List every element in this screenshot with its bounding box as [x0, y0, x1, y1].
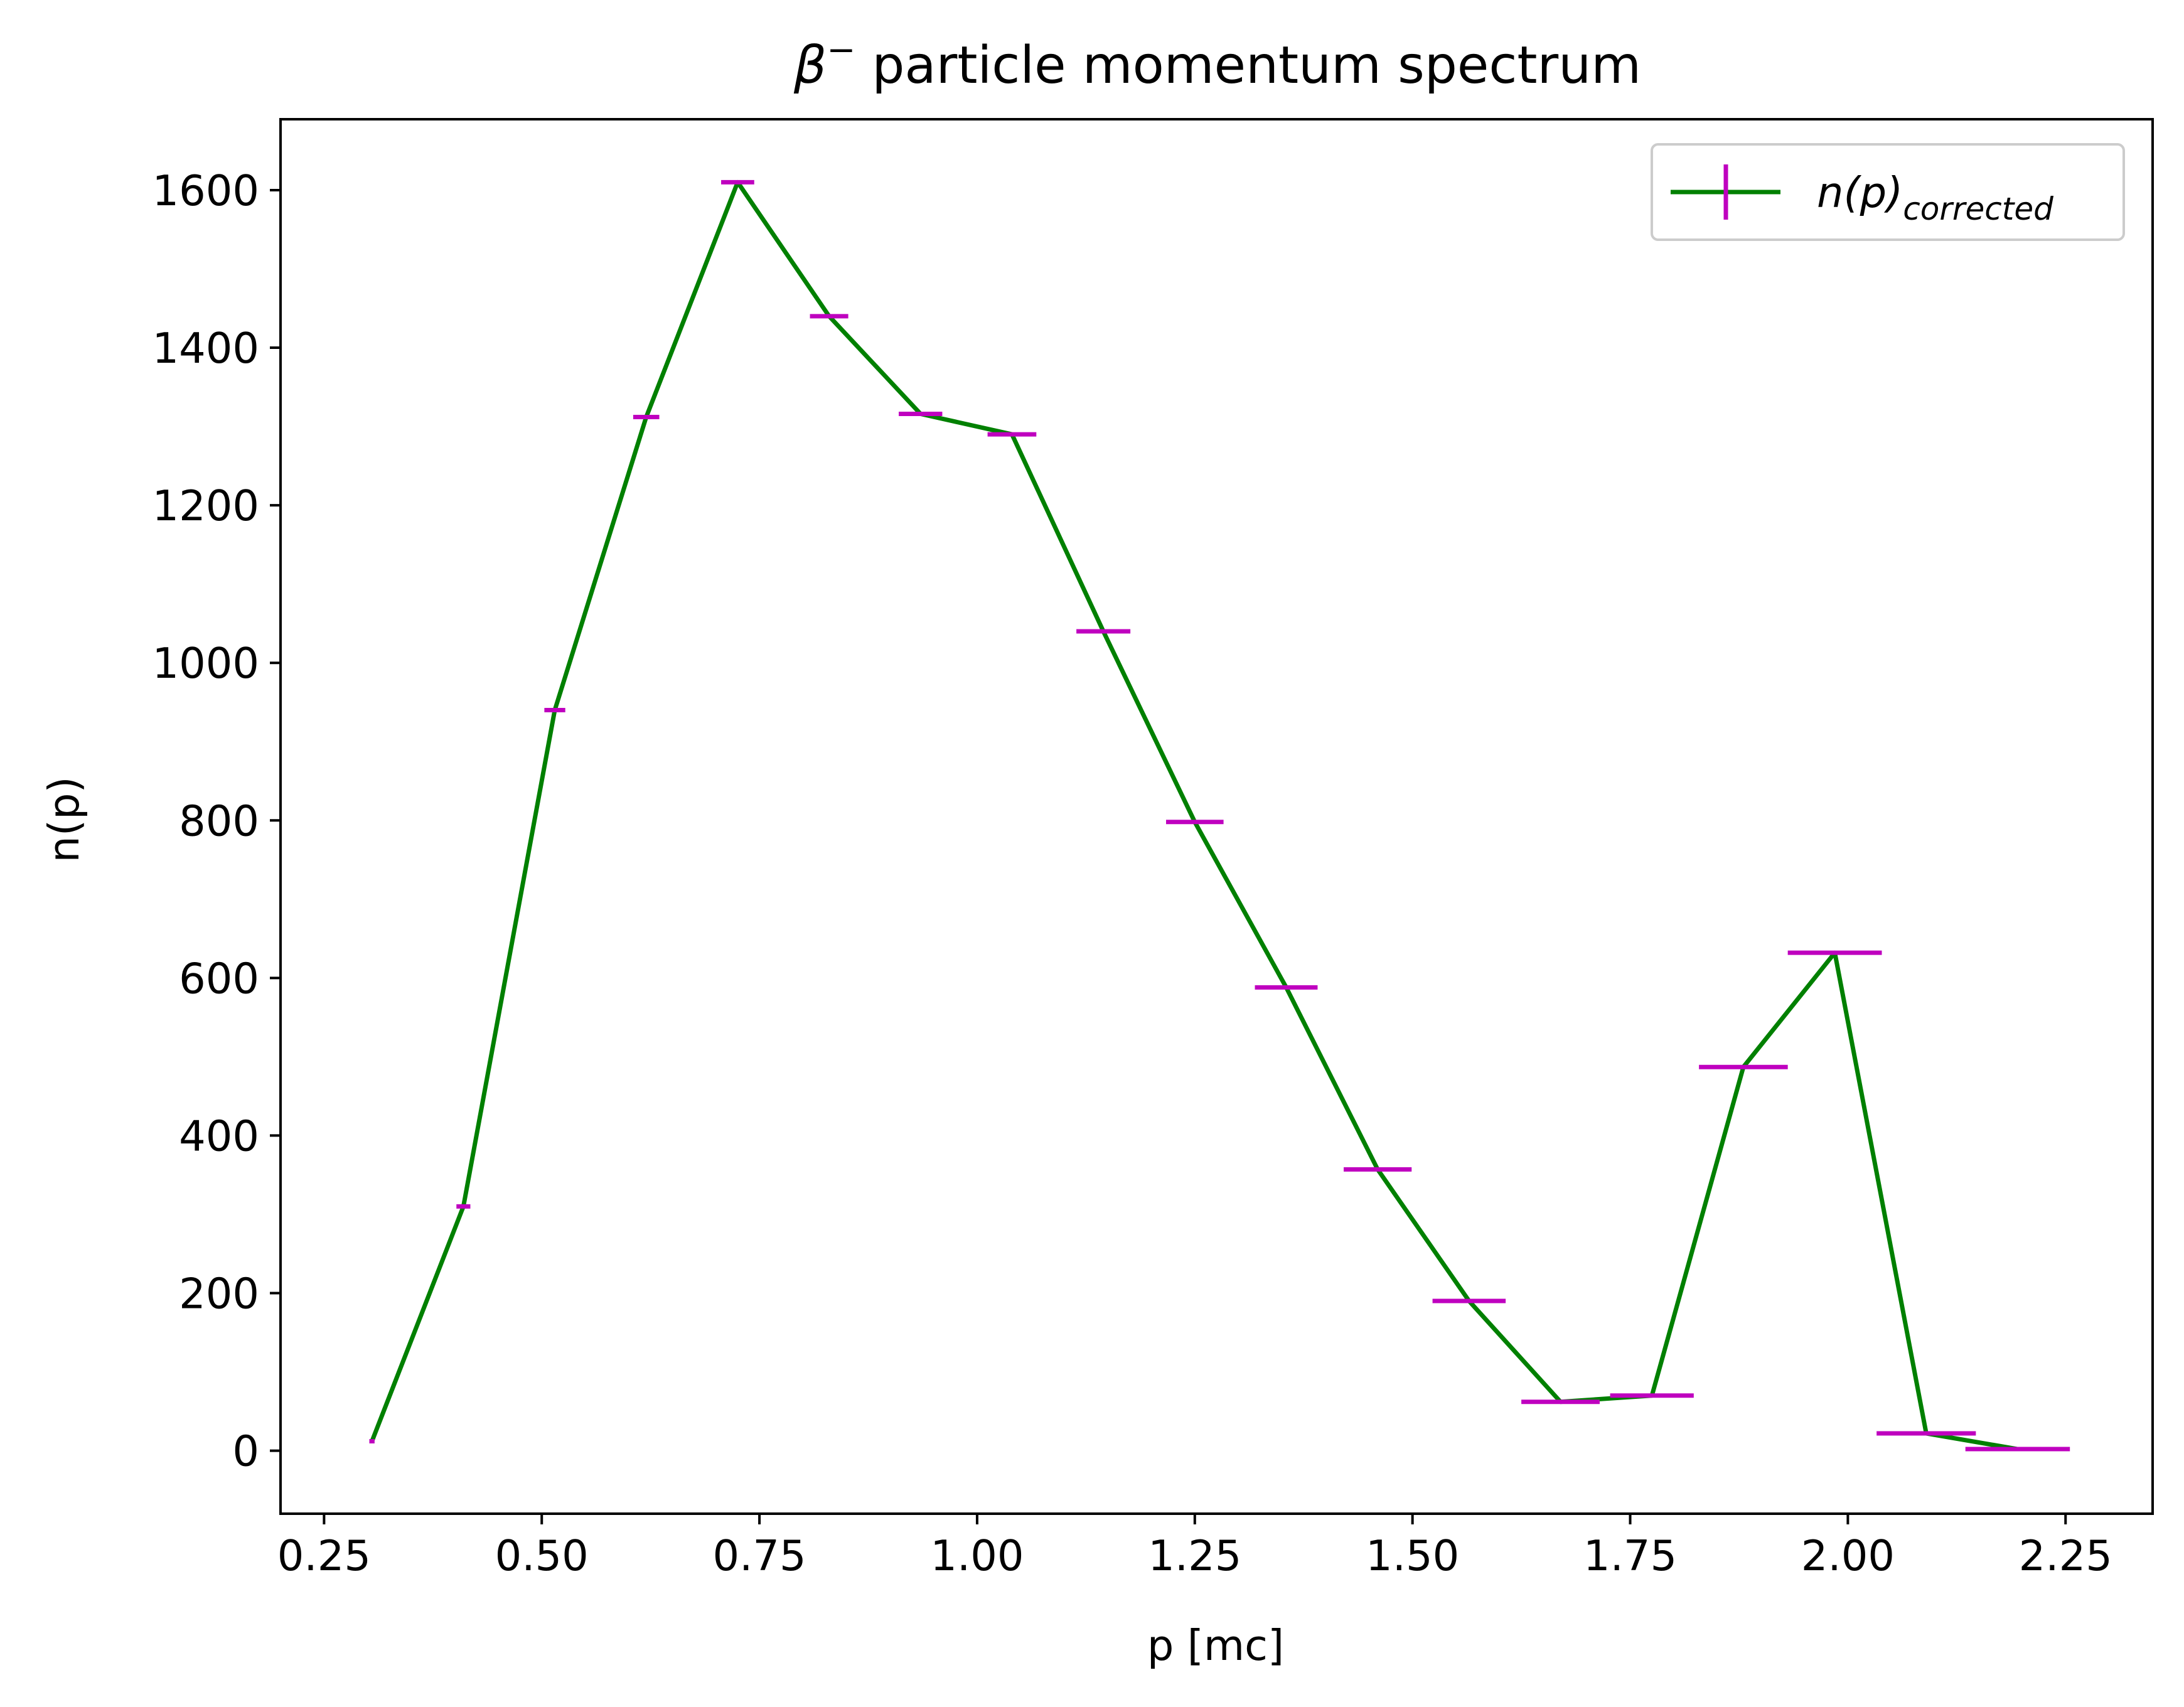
title-rest: particle momentum spectrum	[855, 36, 1641, 95]
x-tick-label: 0.75	[712, 1531, 806, 1580]
x-tick-label: 1.25	[1148, 1531, 1241, 1580]
plot-area	[369, 179, 2070, 1452]
legend-label: n(p)corrected	[1817, 168, 2053, 227]
x-tick-label: 0.50	[495, 1531, 589, 1580]
data-point	[1560, 1401, 1561, 1403]
y-tick-label: 800	[179, 796, 259, 845]
data-point	[372, 1441, 373, 1442]
x-tick-label: 2.25	[2019, 1531, 2112, 1580]
data-point	[737, 181, 738, 183]
data-point	[1925, 1433, 1927, 1434]
x-tick-label: 1.75	[1583, 1531, 1677, 1580]
data-point	[1469, 1300, 1470, 1302]
data-point	[1651, 1395, 1652, 1396]
series-line	[370, 179, 2018, 1452]
data-point	[1743, 1066, 1744, 1068]
x-tick-label: 1.50	[1366, 1531, 1459, 1580]
y-tick-label: 0	[232, 1427, 259, 1476]
legend-box	[1651, 143, 2125, 241]
y-tick-label: 600	[179, 954, 259, 1003]
y-tick-label: 1200	[152, 481, 259, 530]
data-point	[1377, 1169, 1378, 1170]
axes-frame	[279, 118, 2154, 1515]
data-point	[920, 414, 921, 415]
data-point	[1285, 987, 1287, 988]
chart-title: β− particle momentum spectrum	[793, 29, 1641, 95]
x-tick-label: 0.25	[277, 1531, 371, 1580]
data-point	[828, 316, 830, 317]
data-point	[2017, 1448, 2018, 1450]
legend-label-base: n(p)	[1817, 168, 1903, 217]
y-tick-label: 1600	[152, 166, 259, 215]
y-tick-label: 1000	[152, 639, 259, 688]
data-point	[1011, 434, 1012, 435]
x-tick-label: 1.00	[930, 1531, 1024, 1580]
data-point	[1194, 821, 1196, 823]
x-axis-ticks: 0.25 0.50 0.75 1.00 1.25 1.50 1.75 2.00 2.25	[277, 1514, 2112, 1580]
y-axis-label: n(p)	[40, 776, 88, 862]
title-superscript: −	[827, 29, 855, 70]
data-point	[646, 417, 647, 418]
data-point	[463, 1206, 464, 1207]
data-point	[1103, 631, 1104, 632]
y-tick-label: 1400	[152, 324, 259, 373]
y-axis-ticks: 0 200 400 600 800 1000 1200 1400 1600	[152, 166, 281, 1476]
title-beta: β	[793, 36, 827, 95]
x-tick-label: 2.00	[1801, 1531, 1895, 1580]
data-point	[1834, 952, 1836, 953]
data-point	[554, 710, 555, 711]
legend: n(p)corrected	[1651, 143, 2125, 241]
y-tick-label: 200	[179, 1269, 259, 1318]
y-tick-label: 400	[179, 1111, 259, 1160]
x-axis-label: p [mc]	[1147, 1621, 1284, 1670]
legend-label-subscript: corrected	[1903, 191, 2053, 227]
